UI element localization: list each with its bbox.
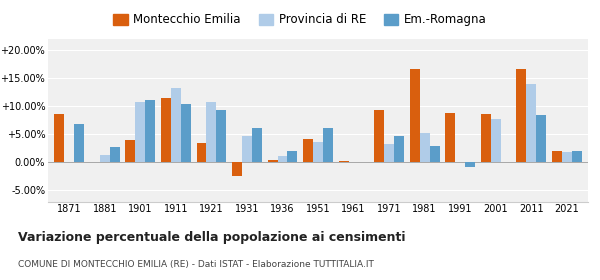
Bar <box>303 139 313 162</box>
Bar <box>181 104 191 162</box>
Bar <box>268 160 277 162</box>
Bar <box>277 156 287 162</box>
Bar <box>145 100 155 162</box>
Bar <box>384 144 394 162</box>
Bar <box>410 69 419 162</box>
Bar <box>481 114 491 162</box>
Bar <box>110 147 120 162</box>
Bar <box>516 69 526 162</box>
Bar <box>287 151 298 162</box>
Bar <box>430 146 439 162</box>
Bar <box>338 161 349 162</box>
Bar <box>217 110 226 162</box>
Bar <box>526 84 536 162</box>
Bar <box>562 152 572 162</box>
Bar <box>136 102 145 162</box>
Bar <box>55 114 64 162</box>
Bar <box>465 162 475 167</box>
Bar <box>313 142 323 162</box>
Bar <box>419 133 430 162</box>
Bar <box>572 151 581 162</box>
Bar <box>374 110 384 162</box>
Bar <box>394 136 404 162</box>
Bar <box>445 113 455 162</box>
Bar <box>171 88 181 162</box>
Text: Variazione percentuale della popolazione ai censimenti: Variazione percentuale della popolazione… <box>18 231 406 244</box>
Bar <box>536 115 546 162</box>
Bar <box>125 140 136 162</box>
Bar <box>100 155 110 162</box>
Bar <box>74 124 84 162</box>
Bar <box>242 136 252 162</box>
Bar <box>206 102 217 162</box>
Bar <box>552 151 562 162</box>
Bar <box>232 162 242 176</box>
Bar <box>491 119 500 162</box>
Legend: Montecchio Emilia, Provincia di RE, Em.-Romagna: Montecchio Emilia, Provincia di RE, Em.-… <box>109 9 491 31</box>
Bar <box>252 128 262 162</box>
Text: COMUNE DI MONTECCHIO EMILIA (RE) - Dati ISTAT - Elaborazione TUTTITALIA.IT: COMUNE DI MONTECCHIO EMILIA (RE) - Dati … <box>18 260 374 269</box>
Bar <box>197 143 206 162</box>
Bar <box>161 98 171 162</box>
Bar <box>323 128 333 162</box>
